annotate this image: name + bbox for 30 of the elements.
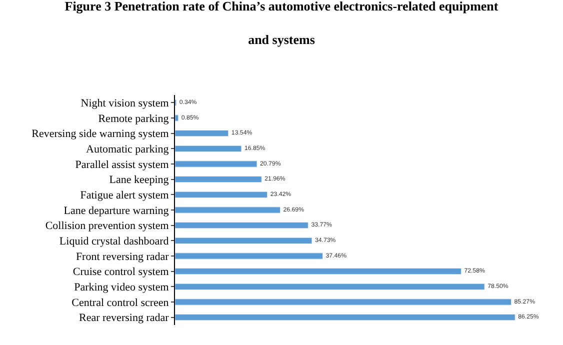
y-tick-label: Central control screen [72, 296, 170, 309]
y-tick-label: Parking video system [74, 282, 170, 294]
y-tick-label: Reversing side warning system [32, 128, 170, 140]
y-tick-label: Remote parking [98, 112, 170, 125]
y-tick-label: Fatigue alert system [80, 190, 170, 202]
bar [175, 314, 516, 321]
bar [175, 130, 229, 137]
bar [175, 268, 462, 275]
y-tick-label: Automatic parking [86, 144, 170, 156]
y-tick-label: Parallel assist system [75, 158, 170, 171]
y-tick-label: Liquid crystal dashboard [59, 236, 170, 248]
y-tick-label: Lane keeping [109, 174, 170, 186]
bar [175, 191, 268, 198]
y-tick-label: Front reversing radar [76, 250, 170, 263]
bar [175, 237, 312, 244]
y-tick-label: Lane departure warning [64, 204, 170, 217]
bar [175, 298, 512, 306]
bar [175, 206, 280, 214]
y-tick-label: Cruise control system [72, 266, 170, 278]
bar [175, 160, 258, 168]
chart-title: Figure 3 Penetration rate of China’s automotive electronics-related equipment and systems [64, 0, 498, 48]
y-tick-label: Collision prevention system [45, 220, 170, 232]
y-tick-label: Rear reversing radar [79, 312, 170, 324]
bar [175, 176, 262, 183]
bar [175, 114, 179, 122]
bar [175, 252, 323, 260]
bar [175, 283, 485, 290]
bar [175, 222, 308, 229]
bar [175, 145, 242, 152]
y-tick-label: Night vision system [80, 98, 170, 110]
